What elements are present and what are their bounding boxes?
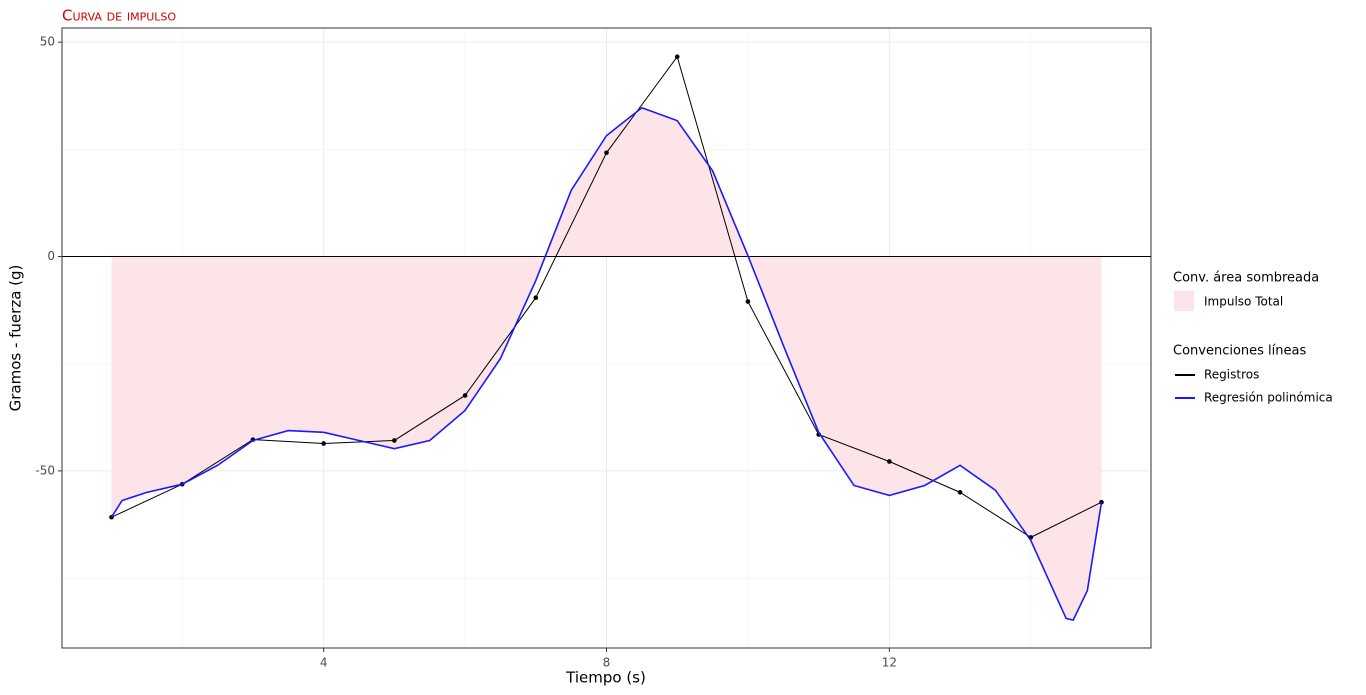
data-point <box>745 299 751 304</box>
y-tick-label: 50 <box>40 35 55 49</box>
data-point <box>674 54 680 60</box>
data-point <box>957 490 963 495</box>
x-tick-label: 4 <box>320 656 328 670</box>
data-point <box>533 295 539 300</box>
panel-border <box>61 27 1152 649</box>
x-tick-label: 12 <box>882 656 897 670</box>
x-tick-label: 8 <box>603 656 611 670</box>
data-point <box>392 438 397 443</box>
y-tick-label: -50 <box>35 463 55 477</box>
legend-label: Registros <box>1204 368 1259 382</box>
y-tick-label: 0 <box>47 249 55 263</box>
legend-title: Convenciones líneas <box>1173 344 1306 359</box>
data-point <box>887 459 892 464</box>
legend-title: Conv. área sombreada <box>1173 271 1319 286</box>
data-point <box>321 441 326 446</box>
legend-key <box>1174 291 1194 311</box>
legend-label: Regresión polinómica <box>1204 391 1333 405</box>
chart-title: Curva de impulso <box>62 7 176 25</box>
x-axis-label: Tiempo (s) <box>565 669 646 687</box>
y-axis-label: Gramos - fuerza (g) <box>7 265 25 412</box>
series-line <box>110 106 1103 622</box>
shaded-area <box>111 107 1102 621</box>
legend-label: Impulso Total <box>1204 295 1283 309</box>
data-point <box>462 393 468 398</box>
data-point <box>604 150 609 156</box>
